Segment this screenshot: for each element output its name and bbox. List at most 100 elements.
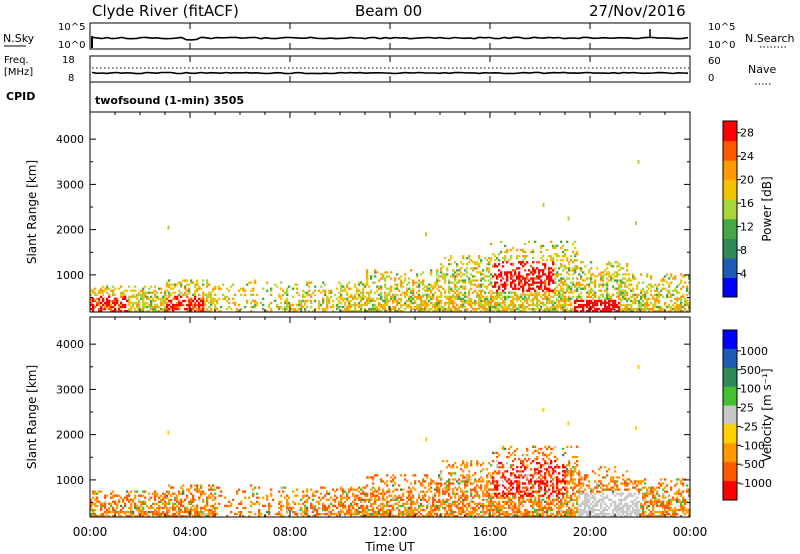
range-cell	[498, 285, 501, 288]
range-cell	[154, 285, 157, 288]
range-cell	[524, 482, 527, 485]
range-cell	[164, 504, 167, 508]
range-cell	[446, 498, 449, 501]
range-cell	[616, 295, 619, 298]
range-cell	[270, 494, 273, 497]
range-cell	[250, 500, 253, 503]
range-cell	[154, 502, 157, 505]
range-cell	[150, 510, 153, 514]
range-cell	[306, 299, 309, 303]
range-cell	[600, 299, 603, 303]
range-cell	[592, 504, 595, 508]
range-cell	[334, 490, 337, 493]
range-cell	[670, 310, 673, 313]
range-cell	[488, 515, 491, 518]
range-cell	[522, 250, 525, 254]
range-cell	[452, 293, 455, 296]
range-cell	[286, 307, 289, 311]
range-cell	[580, 310, 583, 313]
range-cell	[608, 299, 611, 303]
range-cell	[148, 492, 151, 495]
range-cell	[560, 500, 563, 503]
range-cell	[538, 506, 541, 510]
range-cell	[594, 480, 597, 483]
range-cell	[424, 492, 427, 495]
range-cell	[128, 303, 131, 307]
range-cell	[194, 289, 197, 292]
range-cell	[522, 305, 525, 309]
range-cell	[576, 289, 579, 292]
range-cell	[414, 299, 417, 303]
range-cell	[436, 482, 439, 485]
range-cell	[454, 504, 457, 508]
range-cell	[582, 279, 585, 282]
range-cell	[284, 496, 287, 499]
range-cell	[166, 496, 169, 499]
range-cell	[346, 305, 349, 309]
range-cell	[422, 498, 425, 501]
range-cell	[566, 488, 569, 491]
range-cell	[322, 486, 325, 489]
range-cell	[132, 295, 135, 298]
range-cell	[314, 285, 317, 288]
range-cell	[400, 488, 403, 491]
range-cell	[356, 291, 359, 294]
range-cell	[586, 295, 589, 298]
range-cell	[504, 476, 507, 479]
range-cell	[522, 462, 525, 465]
range-cell	[216, 307, 219, 311]
range-cell	[450, 472, 453, 475]
range-cell	[620, 297, 623, 300]
range-cell	[162, 492, 165, 495]
range-cell	[138, 494, 141, 497]
range-cell	[176, 500, 179, 503]
range-cell	[586, 305, 589, 309]
range-cell	[218, 502, 221, 505]
range-cell	[312, 291, 315, 294]
range-cell	[534, 295, 537, 298]
range-cell	[462, 285, 465, 288]
range-cell	[550, 447, 553, 451]
range-cell	[552, 303, 555, 307]
range-cell	[546, 453, 549, 457]
range-cell	[220, 494, 223, 497]
range-cell	[582, 484, 585, 487]
range-cell	[430, 273, 433, 276]
range-cell	[538, 310, 541, 313]
range-cell	[510, 263, 513, 266]
range-cell	[174, 285, 177, 288]
range-cell	[510, 275, 513, 278]
range-cell	[398, 484, 401, 487]
range-cell	[452, 488, 455, 491]
range-cell	[92, 512, 95, 516]
range-cell	[188, 283, 191, 286]
range-cell	[560, 281, 563, 284]
range-cell	[668, 305, 671, 309]
range-cell	[196, 488, 199, 491]
range-cell	[492, 480, 495, 483]
range-cell	[94, 498, 97, 501]
range-cell	[262, 303, 265, 307]
range-cell	[454, 496, 457, 499]
range-cell	[635, 221, 637, 226]
range-cell	[394, 297, 397, 300]
range-cell	[180, 281, 183, 284]
range-cell	[336, 496, 339, 499]
range-cell	[624, 295, 627, 298]
range-cell	[558, 299, 561, 303]
range-cell	[618, 263, 621, 266]
range-cell	[518, 281, 521, 284]
range-cell	[428, 502, 431, 505]
range-cell	[224, 496, 227, 499]
range-cell	[466, 494, 469, 497]
range-cell	[394, 502, 397, 505]
range-cell	[564, 486, 567, 489]
range-cell	[480, 310, 483, 313]
range-cell	[548, 466, 551, 469]
range-cell	[370, 492, 373, 495]
range-cell	[626, 297, 629, 300]
range-cell	[364, 498, 367, 501]
range-cell	[494, 281, 497, 284]
range-cell	[118, 305, 121, 309]
range-cell	[446, 512, 449, 516]
